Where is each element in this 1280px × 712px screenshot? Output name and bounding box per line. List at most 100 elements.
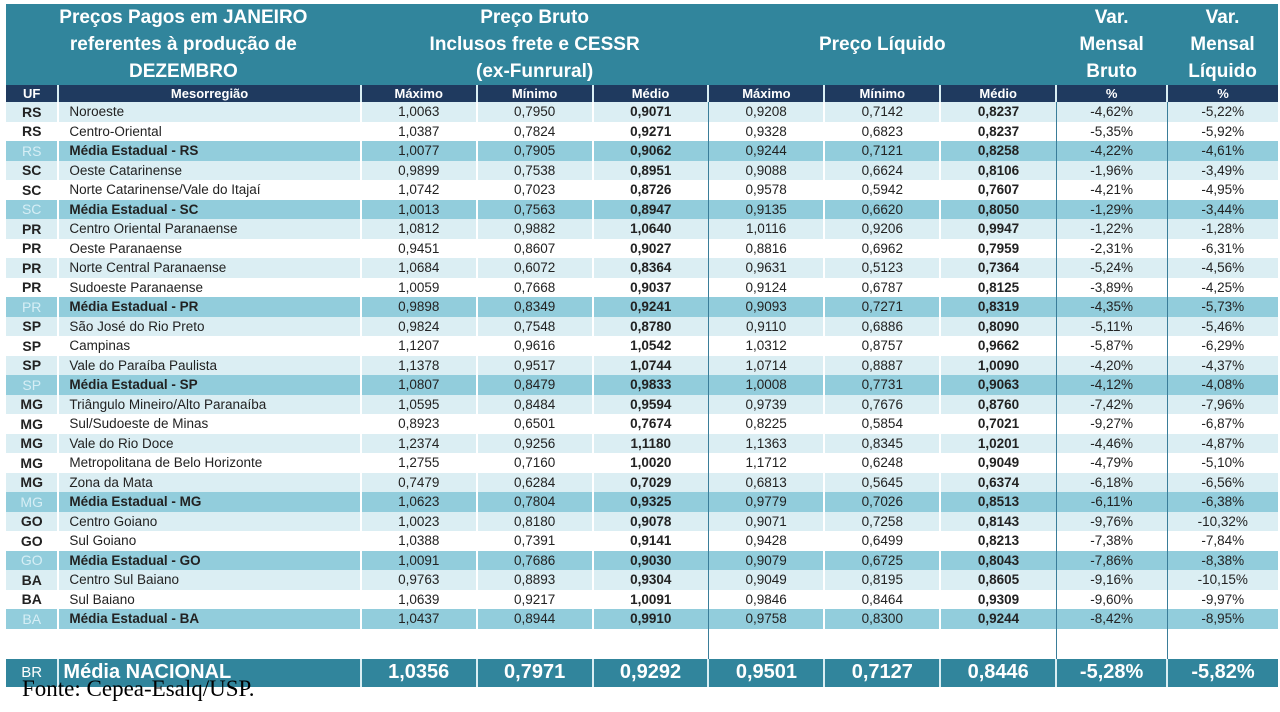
- cell-var-bruto: -4,35%: [1055, 297, 1168, 317]
- title-header-row: Preços Pagos em JANEIRO referentes à pro…: [6, 4, 1278, 85]
- cell-uf: GO: [6, 511, 59, 531]
- table-row: MG Vale do Rio Doce 1,2374 0,9256 1,1180 1,13…: [6, 433, 1278, 453]
- cell-bruto-minimo: 0,8607: [475, 238, 593, 258]
- cell-bruto-minimo: 0,9517: [475, 355, 593, 375]
- empty-cell: [591, 628, 709, 659]
- cell-bruto-maximo: 1,1207: [359, 336, 477, 356]
- cell-bruto-maximo: 1,0639: [359, 589, 477, 609]
- cell-mesorregiao: Média Estadual - SP: [57, 375, 361, 395]
- cell-liquido-maximo: 0,8816: [707, 238, 825, 258]
- cell-liquido-medio: 0,9063: [939, 375, 1057, 395]
- cell-bruto-minimo: 0,7686: [475, 550, 593, 570]
- cell-mesorregiao: Média Estadual - RS: [57, 141, 361, 161]
- empty-cell: [707, 628, 825, 659]
- cell-liquido-minimo: 0,6962: [823, 238, 941, 258]
- cell-var-liquido: -4,08%: [1166, 375, 1278, 395]
- cell-liquido-maximo: 0,6813: [707, 472, 825, 492]
- cell-var-bruto: -7,42%: [1055, 394, 1168, 414]
- cell-bruto-medio: 0,9071: [591, 102, 709, 122]
- table-row: RS Noroeste 1,0063 0,7950 0,9071 0,9208 0,7142…: [6, 102, 1278, 122]
- cell-liquido-maximo: 0,9071: [707, 511, 825, 531]
- cell-liquido-minimo: 0,7026: [823, 492, 941, 512]
- cell-liquido-medio: 0,8043: [939, 550, 1057, 570]
- cell-uf: BA: [6, 589, 59, 609]
- cell-liquido-maximo: 0,9739: [707, 394, 825, 414]
- col-bruto-maximo: Máximo: [359, 85, 477, 102]
- cell-bruto-medio: 1,0542: [591, 336, 709, 356]
- cell-bruto-maximo: 1,0356: [359, 658, 477, 687]
- price-table-container: Preços Pagos em JANEIRO referentes à pro…: [6, 4, 1278, 687]
- cell-liquido-maximo: 0,9135: [707, 199, 825, 219]
- cell-liquido-maximo: 0,9093: [707, 297, 825, 317]
- cell-var-bruto: -1,22%: [1055, 219, 1168, 239]
- cell-liquido-medio: 1,0090: [939, 355, 1057, 375]
- cell-mesorregiao: Média Estadual - GO: [57, 550, 361, 570]
- cell-bruto-minimo: 0,7971: [475, 658, 593, 687]
- cell-bruto-minimo: 0,9217: [475, 589, 593, 609]
- col-mesorregiao: Mesorregião: [57, 85, 361, 102]
- cell-liquido-maximo: 1,0312: [707, 336, 825, 356]
- cell-var-liquido: -4,25%: [1166, 277, 1278, 297]
- cell-mesorregiao: Média Estadual - MG: [57, 492, 361, 512]
- cell-var-bruto: -8,42%: [1055, 609, 1168, 629]
- cell-var-bruto: -4,62%: [1055, 102, 1168, 122]
- cell-liquido-maximo: 0,9124: [707, 277, 825, 297]
- cell-liquido-minimo: 0,5942: [823, 180, 941, 200]
- cell-var-bruto: -4,20%: [1055, 355, 1168, 375]
- col-liquido-medio: Médio: [939, 85, 1057, 102]
- cell-mesorregiao: Triângulo Mineiro/Alto Paranaíba: [57, 394, 361, 414]
- table-row: MG Triângulo Mineiro/Alto Paranaíba 1,0595…: [6, 394, 1278, 414]
- cell-var-liquido: -8,38%: [1166, 550, 1278, 570]
- state-average-row: BA Média Estadual - BA 1,0437 0,8944 0,9910 0…: [6, 609, 1278, 629]
- cell-uf: SC: [6, 160, 59, 180]
- cell-bruto-maximo: 1,0387: [359, 121, 477, 141]
- cell-mesorregiao: Sul Goiano: [57, 531, 361, 551]
- table-row: SP São José do Rio Preto 0,9824 0,7548 0,878…: [6, 316, 1278, 336]
- cell-bruto-maximo: 1,0437: [359, 609, 477, 629]
- cell-bruto-minimo: 0,9616: [475, 336, 593, 356]
- cell-bruto-medio: 1,0020: [591, 453, 709, 473]
- cell-liquido-maximo: 0,8225: [707, 414, 825, 434]
- cell-var-bruto: -9,27%: [1055, 414, 1168, 434]
- table-row: GO Centro Goiano 1,0023 0,8180 0,9078 0,9071 0…: [6, 511, 1278, 531]
- price-table: Preços Pagos em JANEIRO referentes à pro…: [6, 4, 1278, 687]
- cell-bruto-minimo: 0,7538: [475, 160, 593, 180]
- cell-var-liquido: -7,84%: [1166, 531, 1278, 551]
- state-average-row: PR Média Estadual - PR 0,9898 0,8349 0,9241 0…: [6, 297, 1278, 317]
- cell-bruto-maximo: 1,0091: [359, 550, 477, 570]
- cell-bruto-maximo: 1,0023: [359, 511, 477, 531]
- cell-bruto-maximo: 0,7479: [359, 472, 477, 492]
- cell-uf: PR: [6, 258, 59, 278]
- cell-liquido-minimo: 0,8195: [823, 570, 941, 590]
- cell-bruto-minimo: 0,8180: [475, 511, 593, 531]
- cell-mesorregiao: Campinas: [57, 336, 361, 356]
- cell-bruto-maximo: 0,9898: [359, 297, 477, 317]
- cell-liquido-maximo: 1,0714: [707, 355, 825, 375]
- cell-liquido-minimo: 0,6725: [823, 550, 941, 570]
- cell-mesorregiao: Oeste Paranaense: [57, 238, 361, 258]
- cell-bruto-minimo: 0,7905: [475, 141, 593, 161]
- cell-uf: PR: [6, 297, 59, 317]
- state-average-row: RS Média Estadual - RS 1,0077 0,7905 0,9062 0…: [6, 141, 1278, 161]
- cell-liquido-medio: 0,9049: [939, 453, 1057, 473]
- cell-bruto-medio: 0,9027: [591, 238, 709, 258]
- cell-bruto-medio: 0,8726: [591, 180, 709, 200]
- cell-var-bruto: -6,18%: [1055, 472, 1168, 492]
- cell-liquido-medio: 1,0201: [939, 433, 1057, 453]
- cell-mesorregiao: Centro-Oriental: [57, 121, 361, 141]
- col-liquido-minimo: Mínimo: [823, 85, 941, 102]
- col-uf: UF: [6, 85, 59, 102]
- cell-bruto-medio: 0,9271: [591, 121, 709, 141]
- cell-uf: RS: [6, 102, 59, 122]
- cell-bruto-medio: 0,8947: [591, 199, 709, 219]
- table-row: SC Norte Catarinense/Vale do Itajaí 1,0742…: [6, 180, 1278, 200]
- cell-liquido-minimo: 0,7142: [823, 102, 941, 122]
- cell-var-liquido: -6,29%: [1166, 336, 1278, 356]
- cell-uf: SP: [6, 375, 59, 395]
- header-var-liquido: Var. Mensal Líquido: [1167, 4, 1278, 85]
- cell-bruto-medio: 0,7674: [591, 414, 709, 434]
- cell-liquido-maximo: 0,9846: [707, 589, 825, 609]
- empty-cell: [475, 628, 593, 659]
- empty-cell: [823, 628, 941, 659]
- table-row: SC Oeste Catarinense 0,9899 0,7538 0,8951 0,9…: [6, 160, 1278, 180]
